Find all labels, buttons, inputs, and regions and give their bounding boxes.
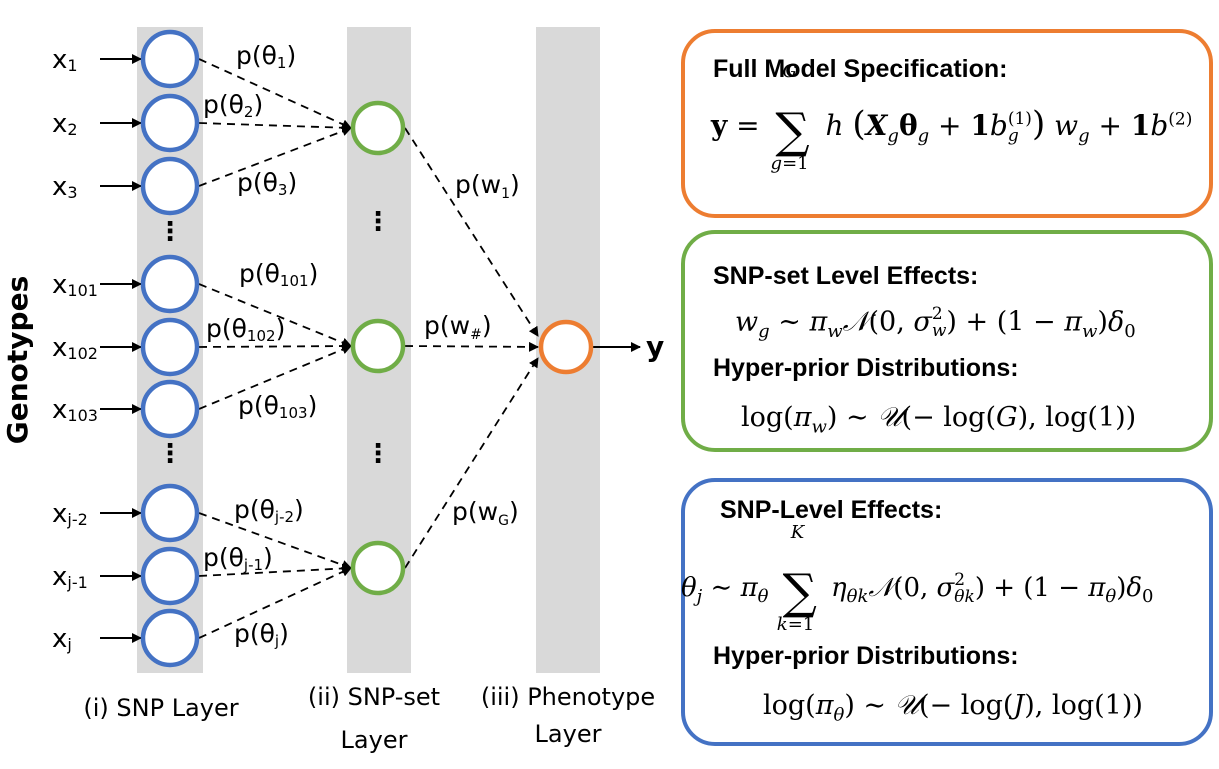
theta-edge-label: p(θ3) [237,168,297,199]
snp-hyper-title: Hyper-prior Distributions: [713,642,1019,670]
snpset-effects-box: SNP-set Level Effects: wg ∼ πw𝒩(0, σ 2 w) … [681,230,1213,452]
snp-node [140,93,200,153]
snp-node [140,546,200,606]
input-label: xj-2 [52,499,88,529]
input-label: xj-1 [52,562,88,592]
genotypes-axis-label: Genotypes [1,276,34,444]
input-label: x3 [52,172,78,202]
phenotype-node [538,319,594,375]
ellipsis: ⋮ [157,217,183,247]
input-label: x103 [52,395,98,425]
snp-node [140,483,200,543]
snp-layer-label: (i) SNP Layer [83,694,238,722]
snp-node [140,317,200,377]
snp-node [140,608,200,668]
snpset-node [350,318,406,374]
theta-edge-label: p(θj) [234,619,289,650]
input-label: x1 [52,45,78,75]
theta-edge-label: p(θ1) [236,41,296,72]
snpset-node [350,540,406,596]
snp-effects-box: SNP-Level Effects: θj ∼ πθ K ∑ k=1 ηθk𝒩(0,… [681,478,1213,746]
theta-edge-label: p(θj-2) [234,495,304,526]
snp-node [140,29,200,89]
theta-edge [198,341,352,352]
input-label: x101 [52,270,98,300]
snpset-effects-title: SNP-set Level Effects: [713,262,979,290]
ellipsis: ⋮ [157,439,183,469]
w-edge-label: p(w#) [424,311,492,343]
w-edge [404,357,539,569]
theta-edge [198,567,352,639]
snp-node [140,379,200,439]
input-label: xj [52,624,72,654]
full-model-title: Full Model Specification: [713,55,1008,83]
snpset-hyper-title: Hyper-prior Distributions: [713,354,1019,382]
snp-hyper-equation: log(πθ) ∼ 𝒰(− log(J), log(1)) [763,690,1143,726]
snp-effects-equation: θj ∼ πθ K ∑ k=1 ηθk𝒩(0, σ 2 θk) + (1 − πθ)δ0 [681,522,1154,635]
full-model-box: Full Model Specification: y = G ∑ g=1 h (X… [681,29,1213,218]
w-edge [404,341,539,352]
snp-node [140,254,200,314]
snpset-node [350,100,406,156]
ellipsis: ⋮ [365,439,391,469]
snp-effects-title: SNP-Level Effects: [720,496,943,524]
theta-edge-label: p(θ103) [238,391,317,422]
theta-edge-label: p(θj-1) [203,543,273,574]
input-label: x2 [52,109,78,139]
full-model-equation: y = G ∑ g=1 h (Xgθg + 1b (1) g) wg + 1b(2) [711,61,1193,174]
ellipsis: ⋮ [365,207,391,237]
snpset-layer-label-line2: Layer [341,726,408,754]
snpset-hyper-equation: log(πw) ∼ 𝒰(− log(G), log(1)) [741,402,1137,438]
input-label: x102 [52,333,98,363]
snpset-layer-label: (ii) SNP-set [308,683,440,711]
theta-edge-label: p(θ102) [206,314,285,345]
phenotype-layer-label-line2: Layer [535,720,602,748]
theta-edge [198,122,352,133]
output-label: y [646,330,664,363]
theta-edge-label: p(θ101) [239,259,318,290]
theta-edge-label: p(θ2) [203,90,263,121]
theta-edge [198,563,352,577]
w-edge-label: p(w1) [455,170,520,202]
snpset-effects-equation: wg ∼ πw𝒩(0, σ 2 w) + (1 − πw)δ0 [735,304,1136,342]
phenotype-layer-label: (iii) Phenotype [481,683,655,711]
snp-node [140,156,200,216]
w-edge-label: p(wG) [452,497,519,529]
w-edge [404,127,539,337]
